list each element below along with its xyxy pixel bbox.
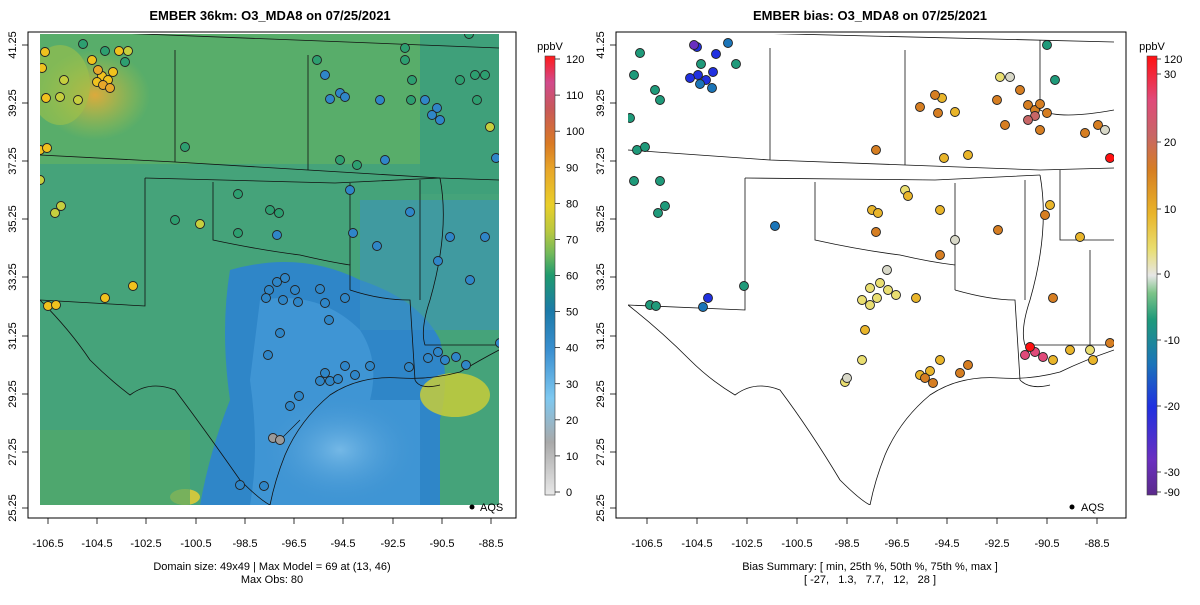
x-tick: -92.5 [380,538,405,550]
right-cb-tick: 10 [1164,204,1176,216]
y-tick: 33.25 [7,263,19,291]
y-tick: 35.25 [595,205,607,233]
x-tick: -98.5 [834,538,859,550]
left-cb-tick: 110 [566,90,584,102]
left-cb-tick: 0 [566,487,572,499]
x-tick: -92.5 [984,538,1009,550]
left-cb-tick: 50 [566,307,578,319]
x-tick: -90.5 [1034,538,1059,550]
left-cb-tick: 90 [566,162,578,174]
right-y-axis: 41.25 39.25 37.25 35.25 33.25 31.25 29.2… [595,31,616,522]
x-tick: -104.5 [81,538,112,550]
left-cb-tick: 70 [566,234,578,246]
y-tick: 33.25 [595,263,607,291]
left-footer-line1: Domain size: 49x49 | Max Model = 69 at (… [153,561,390,573]
right-cb-tick: 20 [1164,137,1176,149]
right-cb-tick: -90 [1164,487,1180,499]
y-tick: 41.25 [595,31,607,59]
right-x-axis: -106.5 -104.5 -102.5 -100.5 -98.5 -96.5 … [616,517,1126,550]
aqs-legend-dot [1069,504,1075,510]
right-cb-tick: -20 [1164,401,1180,413]
right-colorbar-unit: ppbV [1139,41,1165,53]
right-footer-line2: [ -27, 1.3, 7.7, 12, 28 ] [804,574,936,586]
x-tick: -90.5 [429,538,454,550]
right-cb-tick: -30 [1164,467,1180,479]
y-tick: 39.25 [7,89,19,117]
y-tick: 39.25 [595,89,607,117]
right-cb-tick: 120 [1164,54,1182,66]
left-cb-tick: 30 [566,379,578,391]
y-tick: 31.25 [595,322,607,350]
left-footer-line2: Max Obs: 80 [241,574,303,586]
x-tick: -94.5 [330,538,355,550]
left-cb-tick: 120 [566,54,584,66]
right-colorbar: ppbV 120 30 20 10 0 -10 -20 -30 -90 [1139,41,1182,499]
right-state-borders [628,34,1114,505]
x-tick: -102.5 [731,538,762,550]
left-cb-tick: 40 [566,343,578,355]
y-tick: 25.25 [595,494,607,522]
right-cb-tick: -10 [1164,335,1180,347]
x-tick: -96.5 [884,538,909,550]
x-tick: -98.5 [232,538,257,550]
y-tick: 37.25 [595,147,607,175]
x-tick: -102.5 [130,538,161,550]
x-tick: -100.5 [180,538,211,550]
y-tick: 27.25 [595,438,607,466]
right-plot-frame [615,31,1127,519]
left-cb-tick: 60 [566,271,578,283]
y-tick: 41.25 [7,31,19,59]
aqs-legend-label: AQS [480,502,503,514]
y-tick: 25.25 [7,494,19,522]
right-cb-tick: 30 [1164,69,1176,81]
left-y-axis: 41.25 39.25 37.25 35.25 33.25 31.25 29.2… [7,31,28,522]
y-tick: 27.25 [7,438,19,466]
left-cb-tick: 10 [566,451,578,463]
left-title: EMBER 36km: O3_MDA8 on 07/25/2021 [149,8,390,23]
y-tick: 35.25 [7,205,19,233]
x-tick: -96.5 [281,538,306,550]
aqs-legend-dot [469,504,475,510]
left-cb-tick: 100 [566,126,584,138]
x-tick: -88.5 [1084,538,1109,550]
aqs-legend-label: AQS [1081,502,1104,514]
x-tick: -106.5 [32,538,63,550]
y-tick: 29.25 [7,380,19,408]
right-panel: EMBER bias: O3_MDA8 on 07/25/2021 [595,8,1182,586]
x-tick: -94.5 [934,538,959,550]
x-tick: -88.5 [478,538,503,550]
x-tick: -106.5 [631,538,662,550]
right-cb-tick: 0 [1164,269,1170,281]
right-stations [628,38,1114,388]
left-colorbar-ramp [544,55,556,496]
left-x-axis: -106.5 -104.5 -102.5 -100.5 -98.5 -96.5 … [28,517,516,550]
right-title: EMBER bias: O3_MDA8 on 07/25/2021 [753,8,987,23]
y-tick: 37.25 [7,147,19,175]
left-stations [40,34,499,491]
left-panel: EMBER 36km: O3_MDA8 on 07/25/2021 [7,8,584,586]
left-cb-tick: 80 [566,198,578,210]
x-tick: -104.5 [681,538,712,550]
y-tick: 31.25 [7,322,19,350]
y-tick: 29.25 [595,380,607,408]
left-state-borders [40,34,499,505]
model-field [40,34,499,505]
left-colorbar-unit: ppbV [537,41,563,53]
right-footer-line1: Bias Summary: [ min, 25th %, 50th %, 75t… [742,561,998,573]
right-colorbar-ramp [1146,55,1158,496]
x-tick: -100.5 [781,538,812,550]
left-cb-tick: 20 [566,415,578,427]
